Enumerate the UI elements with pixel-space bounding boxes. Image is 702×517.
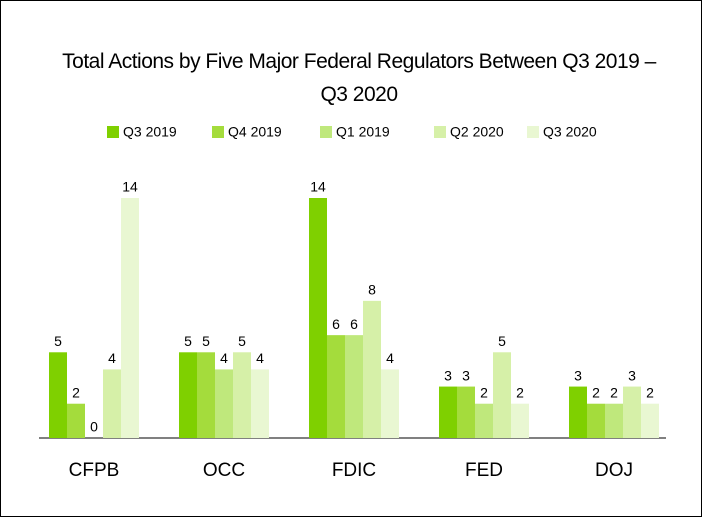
value-label: 5 [184, 333, 192, 349]
value-label: 3 [444, 367, 452, 383]
value-label: 5 [54, 333, 62, 349]
value-label: 4 [108, 350, 116, 366]
bar [179, 352, 197, 438]
value-label: 3 [462, 367, 470, 383]
bar [251, 369, 269, 438]
x-tick-label: FDIC [332, 460, 376, 481]
legend-label: Q1 2019 [336, 124, 390, 140]
value-label: 2 [610, 384, 618, 400]
legend-swatch [320, 126, 332, 138]
x-tick-label: OCC [203, 460, 245, 481]
bar [121, 198, 139, 438]
value-label: 5 [238, 333, 246, 349]
bar [381, 369, 399, 438]
bar [457, 386, 475, 438]
value-label: 6 [350, 316, 358, 332]
value-label: 2 [72, 384, 80, 400]
value-label: 2 [646, 384, 654, 400]
value-label: 0 [90, 419, 98, 435]
bar [587, 403, 605, 438]
bar [475, 403, 493, 438]
x-tick-label: CFPB [69, 460, 120, 481]
legend-label: Q4 2019 [228, 124, 282, 140]
value-label: 4 [256, 350, 264, 366]
value-label: 5 [202, 333, 210, 349]
bar [327, 335, 345, 438]
value-label: 2 [516, 384, 524, 400]
legend-swatch [527, 126, 539, 138]
value-label: 5 [498, 333, 506, 349]
x-tick-label: FED [465, 460, 503, 481]
bar [309, 198, 327, 438]
value-label: 14 [122, 179, 138, 195]
legend-swatch [434, 126, 446, 138]
value-label: 2 [592, 384, 600, 400]
bar [49, 352, 67, 438]
legend-label: Q3 2020 [543, 124, 597, 140]
value-label: 2 [480, 384, 488, 400]
bar [439, 386, 457, 438]
bar [103, 369, 121, 438]
x-tick-label: DOJ [595, 460, 633, 481]
bar [605, 403, 623, 438]
bar [569, 386, 587, 438]
bar [67, 403, 85, 438]
chart-title: Total Actions by Five Major Federal Regu… [62, 50, 656, 106]
value-label: 8 [368, 282, 376, 298]
legend-label: Q3 2019 [123, 124, 177, 140]
bar [197, 352, 215, 438]
value-label: 6 [332, 316, 340, 332]
legend-label: Q2 2020 [450, 124, 504, 140]
value-label: 4 [220, 350, 228, 366]
value-label: 3 [574, 367, 582, 383]
legend-swatch [107, 126, 119, 138]
bar [511, 403, 529, 438]
bar [493, 352, 511, 438]
value-label: 3 [628, 367, 636, 383]
legend-swatch [212, 126, 224, 138]
bar [345, 335, 363, 438]
value-label: 4 [386, 350, 394, 366]
bar [623, 386, 641, 438]
bar [215, 369, 233, 438]
value-label: 14 [310, 179, 326, 195]
bar [233, 352, 251, 438]
bar [641, 403, 659, 438]
bar [363, 300, 381, 438]
